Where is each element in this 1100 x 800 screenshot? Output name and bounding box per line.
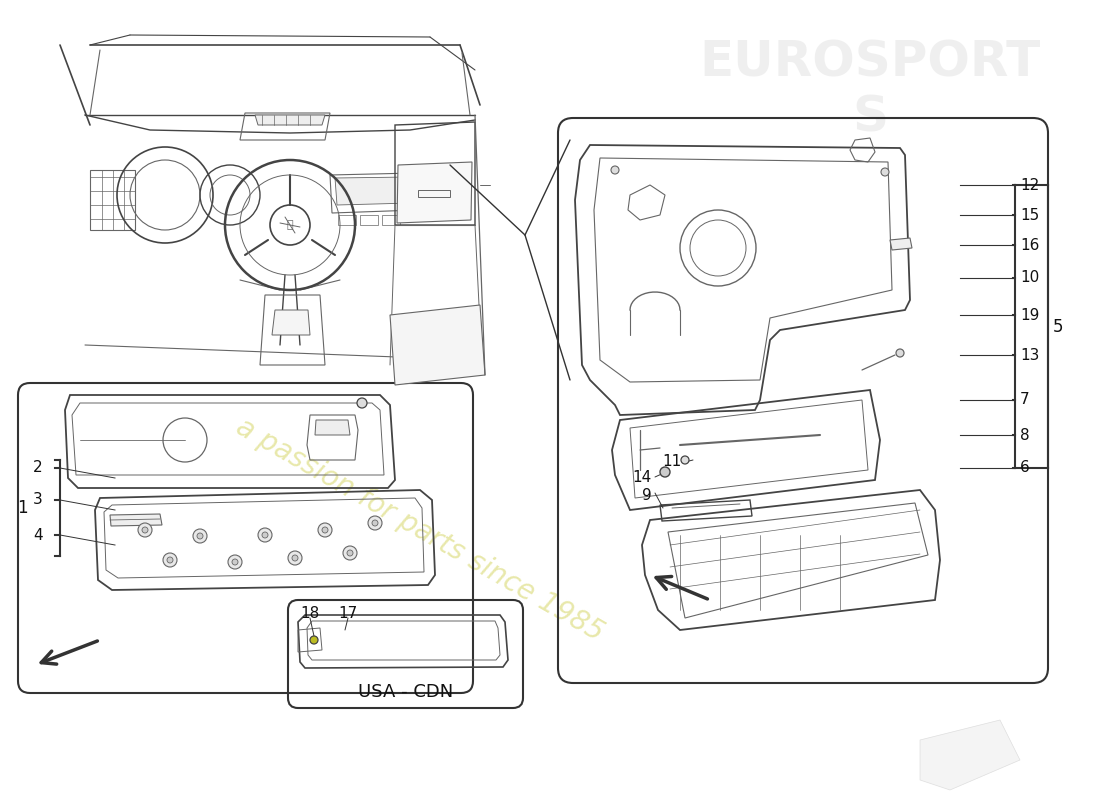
Text: 5: 5	[1053, 318, 1064, 335]
Text: a passion for parts since 1985: a passion for parts since 1985	[231, 413, 608, 647]
Text: USA - CDN: USA - CDN	[359, 683, 453, 701]
Circle shape	[288, 551, 302, 565]
Circle shape	[346, 550, 353, 556]
Text: 14: 14	[632, 470, 652, 485]
Circle shape	[358, 398, 367, 408]
Circle shape	[660, 467, 670, 477]
Text: 7: 7	[1020, 393, 1030, 407]
Circle shape	[258, 528, 272, 542]
Text: 17: 17	[339, 606, 358, 622]
Circle shape	[343, 546, 358, 560]
Text: 15: 15	[1020, 207, 1040, 222]
Text: 16: 16	[1020, 238, 1040, 253]
Polygon shape	[315, 420, 350, 435]
Text: 11: 11	[662, 454, 682, 470]
Polygon shape	[920, 720, 1020, 790]
Text: 10: 10	[1020, 270, 1040, 286]
Text: 8: 8	[1020, 427, 1030, 442]
Text: 3: 3	[33, 493, 43, 507]
Text: 6: 6	[1020, 461, 1030, 475]
Circle shape	[610, 166, 619, 174]
Circle shape	[197, 533, 204, 539]
Polygon shape	[397, 162, 472, 223]
Circle shape	[372, 520, 378, 526]
Circle shape	[322, 527, 328, 533]
Circle shape	[896, 349, 904, 357]
Polygon shape	[890, 238, 912, 250]
Circle shape	[142, 527, 148, 533]
Polygon shape	[336, 177, 412, 205]
Circle shape	[368, 516, 382, 530]
Text: 1: 1	[16, 499, 28, 517]
Circle shape	[318, 523, 332, 537]
Circle shape	[310, 636, 318, 644]
Text: 12: 12	[1020, 178, 1040, 193]
Circle shape	[881, 168, 889, 176]
Text: 13: 13	[1020, 347, 1040, 362]
Circle shape	[232, 559, 238, 565]
Text: EUROSPORT
S: EUROSPORT S	[700, 38, 1041, 142]
Polygon shape	[272, 310, 310, 335]
Circle shape	[228, 555, 242, 569]
Text: 19: 19	[1020, 307, 1040, 322]
Text: 4: 4	[33, 527, 43, 542]
Text: 18: 18	[300, 606, 320, 622]
Polygon shape	[255, 115, 324, 125]
Circle shape	[262, 532, 268, 538]
Text: 𝛹: 𝛹	[287, 220, 294, 230]
Text: 9: 9	[642, 487, 652, 502]
Text: 2: 2	[33, 461, 43, 475]
Circle shape	[167, 557, 173, 563]
Circle shape	[138, 523, 152, 537]
Circle shape	[163, 553, 177, 567]
Circle shape	[192, 529, 207, 543]
Polygon shape	[110, 514, 162, 526]
Circle shape	[681, 456, 689, 464]
Polygon shape	[390, 305, 485, 385]
Circle shape	[292, 555, 298, 561]
